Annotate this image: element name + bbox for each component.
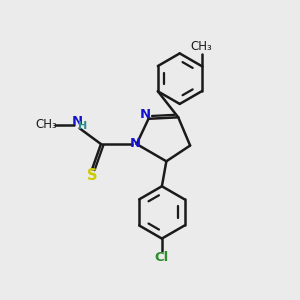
Text: N: N — [72, 115, 83, 128]
Text: S: S — [87, 168, 98, 183]
Text: H: H — [78, 121, 87, 131]
Text: Cl: Cl — [155, 251, 169, 264]
Text: CH₃: CH₃ — [35, 118, 57, 131]
Text: N: N — [140, 108, 151, 121]
Text: N: N — [130, 137, 141, 150]
Text: CH₃: CH₃ — [191, 40, 212, 53]
